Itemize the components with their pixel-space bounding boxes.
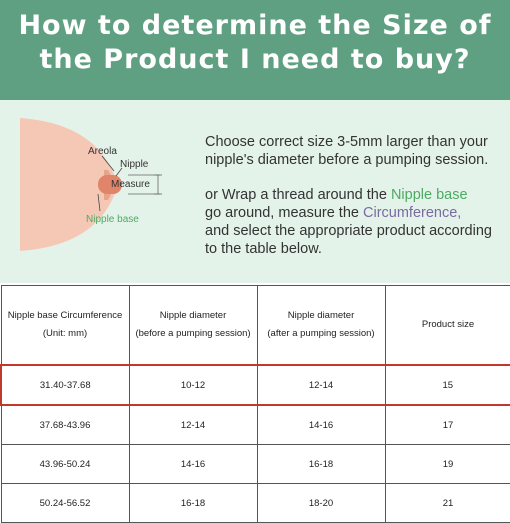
header-cell: Nipple base Circumference (Unit: mm) [0,285,130,366]
header-line: Nipple base Circumference [7,310,123,321]
table-cell: 19 [384,444,510,484]
table-cell: 15 [384,364,510,406]
table-cell: 18-20 [256,483,386,523]
instruction-line-1: Choose correct size 3-5mm larger than yo… [205,134,488,150]
measure-label: Measure [111,179,150,190]
instruction-line-4-text: go around, measure the [205,205,363,221]
table-header-row: Nipple base Circumference (Unit: mm) Nipp… [0,285,510,366]
header-cell: Nipple diameter (before a pumping session… [128,285,258,366]
table-cell: 37.68-43.96 [0,404,130,445]
header-line: Nipple diameter [287,310,355,321]
table-cell: 14-16 [256,404,386,445]
size-table: Nipple base Circumference (Unit: mm) Nipp… [0,285,510,523]
areola-label: Areola [88,146,117,157]
table-cell: 31.40-37.68 [0,364,130,406]
nipple-base-label: Nipple base [86,214,139,225]
instruction-line-3: or Wrap a thread around the Nipple base [205,186,468,204]
table-cell: 14-16 [128,444,258,484]
table-cell: 12-14 [128,404,258,445]
title-line-2: the Product I need to buy? [39,44,471,75]
instruction-line-2: nipple's diameter before a pumping sessi… [205,152,489,168]
header-subline: (Unit: mm) [42,328,88,339]
instruction-line-5: and select the appropriate product accor… [205,223,492,239]
header-subline: (after a pumping session) [267,328,375,339]
table-cell: 50.24-56.52 [0,483,130,523]
table-cell: 10-12 [128,364,258,406]
table-row: 37.68-43.96 12-14 14-16 17 [0,404,510,445]
breast-diagram: Areola Nipple Measure Nipple base [20,118,162,251]
table-cell: 43.96-50.24 [0,444,130,484]
circumference-highlight: Circumference, [363,205,462,221]
header-line: Nipple diameter [159,310,227,321]
table-cell: 16-18 [256,444,386,484]
header-subline: (before a pumping session) [135,328,251,339]
breast-shape-icon [20,118,116,251]
instruction-line-4: go around, measure the Circumference, [205,204,461,222]
table-cell: 12-14 [256,364,386,406]
nipple-label: Nipple [120,159,149,170]
title-banner: How to determine the Size of the Product… [0,0,510,100]
table-cell: 17 [384,404,510,445]
table-cell: 21 [384,483,510,523]
nipple-base-highlight: Nipple base [390,187,468,203]
table-row: 50.24-56.52 16-18 18-20 21 [0,483,510,523]
table-row: 31.40-37.68 10-12 12-14 15 [0,364,510,406]
title-line-1: How to determine the Size of [18,10,492,41]
nipple-shape [98,175,122,194]
header-cell: Product size [384,285,510,366]
header-cell: Nipple diameter (after a pumping session) [256,285,386,366]
table-row: 43.96-50.24 14-16 16-18 19 [0,444,510,484]
table-cell: 16-18 [128,483,258,523]
instruction-line-6: to the table below. [205,241,322,257]
header-line: Product size [421,319,475,330]
instruction-line-3-text: or Wrap a thread around the [205,187,391,203]
